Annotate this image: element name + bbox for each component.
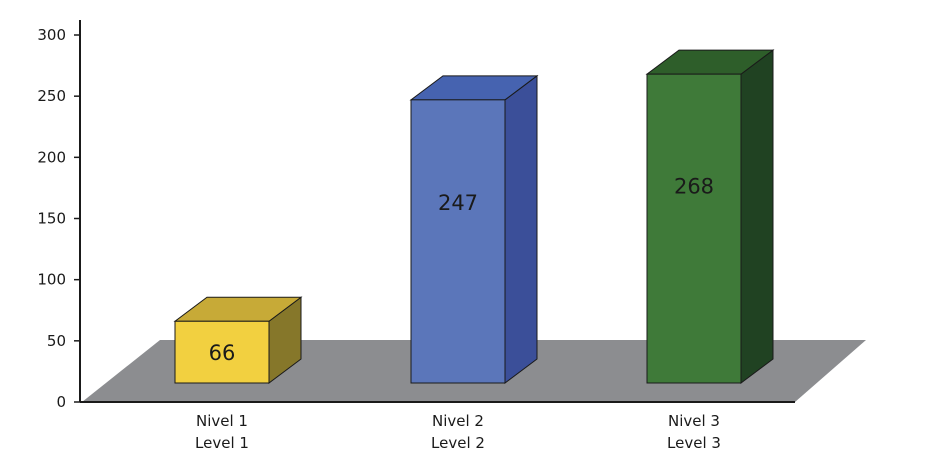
x-axis-labels: Nivel 1 Level 1 Nivel 2 Level 2 Nivel 3 Level… (195, 412, 721, 452)
bar-value-label: 247 (438, 191, 478, 215)
bar-front-face (174, 320, 270, 384)
y-tick-label: 0 (56, 393, 66, 411)
y-tick-label: 50 (47, 332, 66, 350)
y-tick-label: 100 (37, 271, 66, 289)
bar-side-face (504, 74, 538, 384)
x-category-label: Nivel 2 Level 2 (431, 412, 485, 452)
y-axis-ticks: 0 50 100 150 200 250 300 (37, 26, 80, 411)
bars-group: 66 247 268 (173, 49, 775, 384)
bar-front-face (410, 99, 506, 384)
y-tick-label: 250 (37, 87, 66, 105)
y-tick-label: 150 (37, 210, 66, 228)
bar-side-face (740, 49, 774, 384)
y-tick-label: 200 (37, 148, 66, 166)
x-category-label: Nivel 1 Level 1 (195, 412, 249, 452)
x-category-label: Nivel 3 Level 3 (667, 412, 721, 452)
bar-front-face (646, 73, 742, 384)
bar-value-label: 268 (674, 174, 714, 198)
bar: 247 (409, 74, 539, 384)
y-tick-label: 300 (37, 26, 66, 44)
bar-value-label: 66 (209, 341, 236, 365)
bar: 268 (645, 49, 775, 384)
bar: 66 (173, 296, 303, 384)
